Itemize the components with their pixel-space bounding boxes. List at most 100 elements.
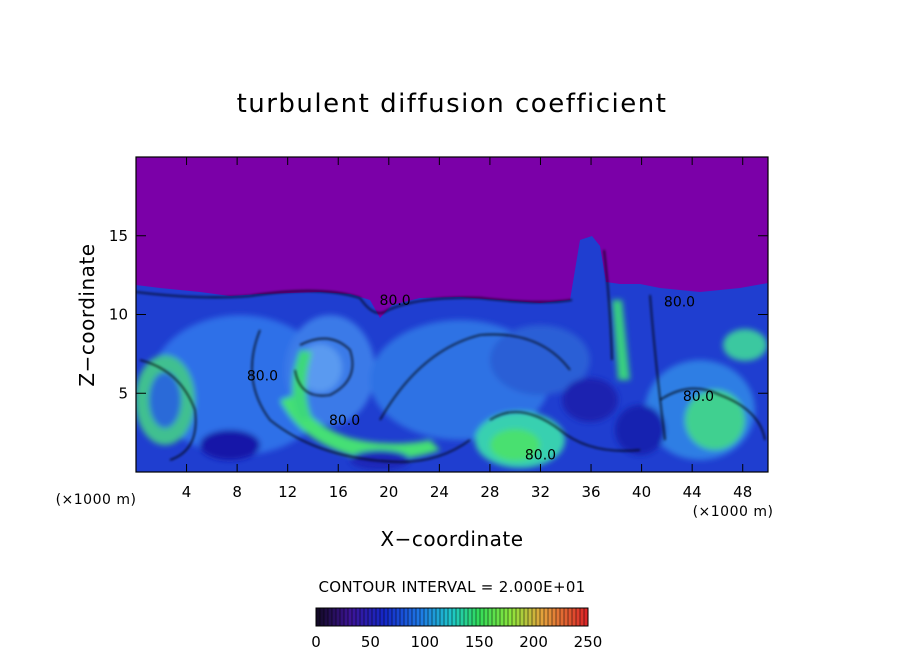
colorbar-cell-4 [332,608,337,626]
colorbar-tick-label-2: 100 [410,633,439,651]
x-tick-label-3: 16 [329,483,348,501]
colorbar-cell-44 [492,608,497,626]
colorbar-cell-53 [528,608,533,626]
x-tick-label-7: 32 [531,483,550,501]
colorbar-cell-45 [496,608,501,626]
colorbar-cell-51 [520,608,525,626]
colorbar-cell-56 [540,608,545,626]
colorbar-cell-58 [548,608,553,626]
y-tick-label-2: 15 [109,227,128,245]
x-tick-label-0: 4 [182,483,192,501]
colorbar-cell-32 [444,608,449,626]
colorbar-cell-21 [400,608,405,626]
colorbar-cell-19 [392,608,397,626]
colorbar-cell-37 [464,608,469,626]
colorbar-cell-22 [404,608,409,626]
colorbar-cell-20 [396,608,401,626]
colorbar-cell-5 [336,608,341,626]
colorbar-cell-16 [380,608,385,626]
colorbar-cell-14 [372,608,377,626]
colorbar-cell-3 [328,608,333,626]
colorbar-tick-label-4: 200 [519,633,548,651]
colorbar-cell-7 [344,608,349,626]
colorbar-cell-18 [388,608,393,626]
colorbar-cell-38 [468,608,473,626]
colorbar-cell-17 [384,608,389,626]
contour-label-3: 80.0 [525,447,556,463]
x-tick-label-11: 48 [733,483,752,501]
x-tick-label-2: 12 [278,483,297,501]
colorbar-cell-62 [564,608,569,626]
colorbar-cell-59 [552,608,557,626]
colorbar-cell-9 [352,608,357,626]
contour-interval-text: CONTOUR INTERVAL = 2.000E+01 [318,578,585,596]
colorbar-cell-54 [532,608,537,626]
colorbar-cell-34 [452,608,457,626]
x-tick-label-8: 36 [581,483,600,501]
colorbar-cell-47 [504,608,509,626]
colorbar-cell-6 [340,608,345,626]
colorbar-cell-10 [356,608,361,626]
z-unit-label: (×1000 m) [56,492,137,508]
y-axis-label: Z−coordinate [75,243,99,386]
colorbar-cell-52 [524,608,529,626]
colorbar-cell-55 [536,608,541,626]
colorbar-cell-49 [512,608,517,626]
colorbar-cell-65 [576,608,581,626]
x-tick-label-9: 40 [632,483,651,501]
colorbar-cell-36 [460,608,465,626]
colorbar-cell-67 [584,608,589,626]
colorbar-cell-28 [428,608,433,626]
colorbar-cell-66 [580,608,585,626]
eddy-structures [136,300,767,470]
colorbar-cell-57 [544,608,549,626]
x-unit-label: (×1000 m) [693,504,774,520]
colorbar-cell-43 [488,608,493,626]
contour-label-5: 80.0 [683,389,714,405]
colorbar-ticks: 0 50 100 150 200 250 [311,633,602,651]
colorbar-cell-63 [568,608,573,626]
colorbar-cell-41 [480,608,485,626]
colorbar-cell-12 [364,608,369,626]
colorbar-cell-1 [320,608,325,626]
colorbar-cell-26 [420,608,425,626]
colorbar-cell-61 [560,608,565,626]
y-axis-ticks: 5 10 15 [109,227,768,402]
y-tick-label-1: 10 [109,306,128,324]
colorbar-cell-50 [516,608,521,626]
x-axis-ticks: 4 8 12 16 20 24 28 32 36 40 44 48 [182,157,752,501]
colorbar-cell-11 [360,608,365,626]
colorbar-cell-48 [508,608,513,626]
chart-title: turbulent diffusion coefficient [237,89,668,119]
colorbar-cell-8 [348,608,353,626]
x-axis-label: X−coordinate [380,527,523,551]
colorbar-cell-0 [316,608,321,626]
y-tick-label-0: 5 [118,384,128,402]
colorbar-cell-23 [408,608,413,626]
contour-labels: 80.0 80.0 80.0 80.0 80.0 80.0 [247,293,714,463]
colorbar-cell-35 [456,608,461,626]
x-tick-label-1: 8 [232,483,242,501]
colorbar-tick-label-5: 250 [574,633,603,651]
colorbar-cell-40 [476,608,481,626]
colorbar-cell-2 [324,608,329,626]
x-tick-label-4: 20 [379,483,398,501]
x-tick-label-6: 28 [480,483,499,501]
contour-lines [136,249,766,463]
colorbar-cell-64 [572,608,577,626]
colorbar [315,608,589,626]
colorbar-tick-label-3: 150 [465,633,494,651]
colorbar-cell-13 [368,608,373,626]
x-tick-label-10: 44 [683,483,702,501]
heatmap-field [136,157,768,472]
colorbar-cell-24 [412,608,417,626]
contour-label-4: 80.0 [664,295,695,311]
contour-label-1: 80.0 [329,413,360,429]
x-tick-label-5: 24 [430,483,449,501]
colorbar-cell-29 [432,608,437,626]
contour-label-0: 80.0 [247,369,278,385]
contour-label-2: 80.0 [380,293,411,309]
colorbar-cell-39 [472,608,477,626]
colorbar-cell-25 [416,608,421,626]
